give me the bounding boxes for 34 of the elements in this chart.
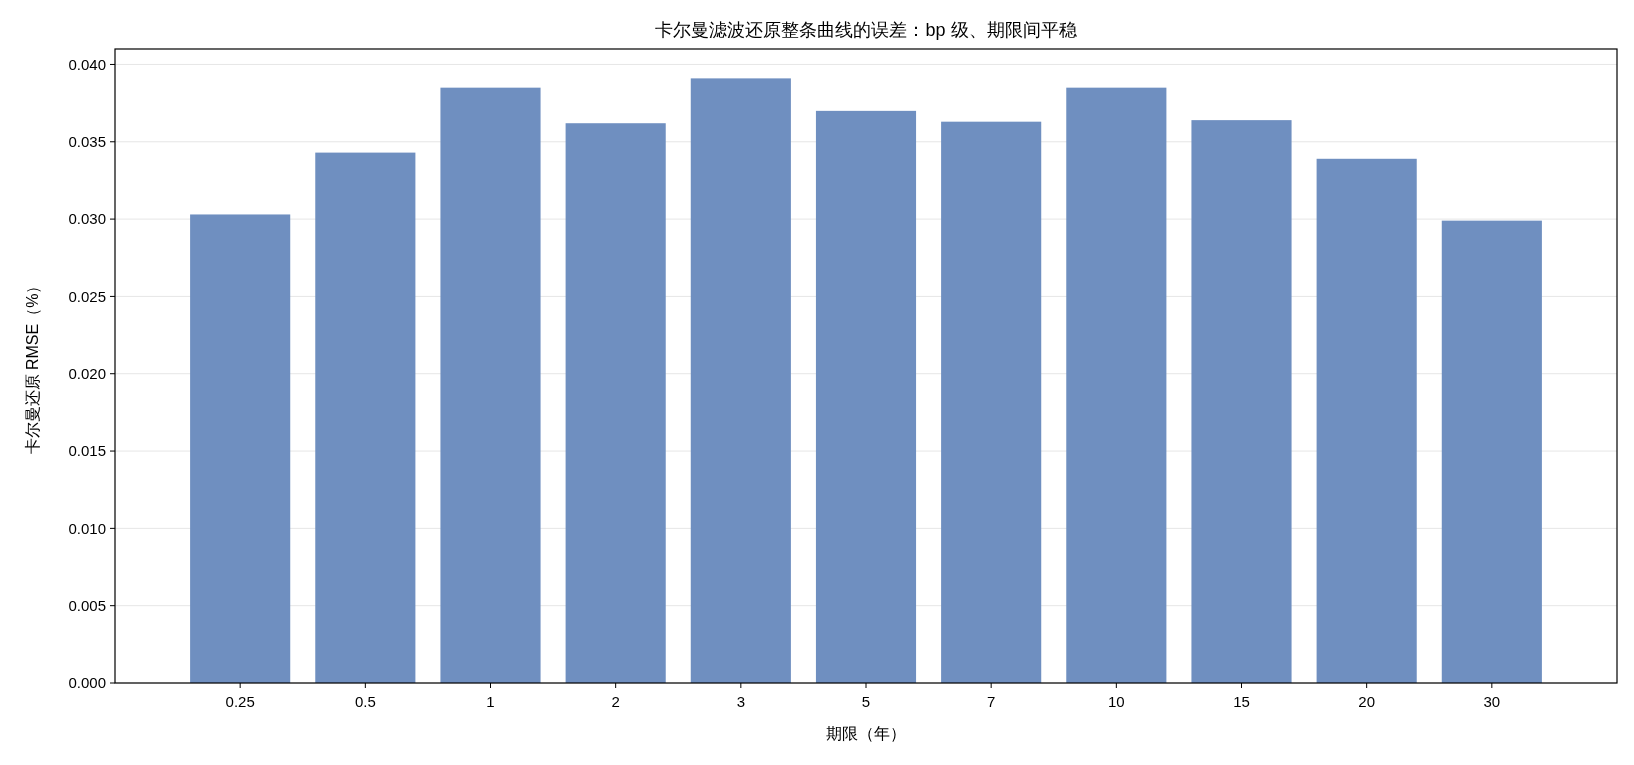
- bar: [941, 121, 1042, 683]
- x-tick-label: 30: [1483, 693, 1501, 710]
- chart-title: 卡尔曼滤波还原整条曲线的误差：bp 级、期限间平稳: [655, 20, 1077, 40]
- x-tick-label: 15: [1233, 693, 1250, 710]
- x-axis-title: 期限（年）: [826, 725, 906, 742]
- x-tick-label: 5: [861, 693, 871, 710]
- y-tick-label: 0.025: [68, 287, 106, 305]
- y-axis-title: 卡尔曼还原 RMSE（%）: [24, 277, 41, 455]
- bar: [1316, 158, 1417, 683]
- bar: [565, 123, 666, 683]
- x-tick-label: 7: [986, 693, 996, 710]
- bar: [190, 214, 291, 683]
- bar: [440, 87, 541, 683]
- x-tick-label: 2: [611, 693, 620, 710]
- y-tick-label: 0.030: [68, 210, 106, 228]
- y-tick-label: 0.035: [68, 133, 106, 151]
- x-tick-label: 10: [1107, 693, 1125, 710]
- y-tick-label: 0.000: [68, 674, 106, 692]
- bar: [1191, 120, 1292, 683]
- x-tick-label: 20: [1358, 693, 1376, 710]
- bar: [1066, 87, 1167, 683]
- x-tick-label: 0.25: [225, 693, 255, 710]
- bar: [315, 152, 416, 683]
- bar: [690, 78, 791, 683]
- bar: [815, 110, 917, 683]
- y-tick-label: 0.040: [68, 55, 106, 73]
- bar: [1441, 220, 1542, 683]
- x-tick-label: 1: [486, 693, 495, 710]
- y-tick-label: 0.010: [68, 519, 106, 537]
- x-tick-label: 3: [736, 693, 746, 710]
- y-tick-label: 0.015: [68, 442, 106, 460]
- y-tick-label: 0.020: [68, 364, 106, 382]
- y-tick-label: 0.005: [68, 596, 106, 614]
- x-tick-label: 0.5: [354, 693, 376, 710]
